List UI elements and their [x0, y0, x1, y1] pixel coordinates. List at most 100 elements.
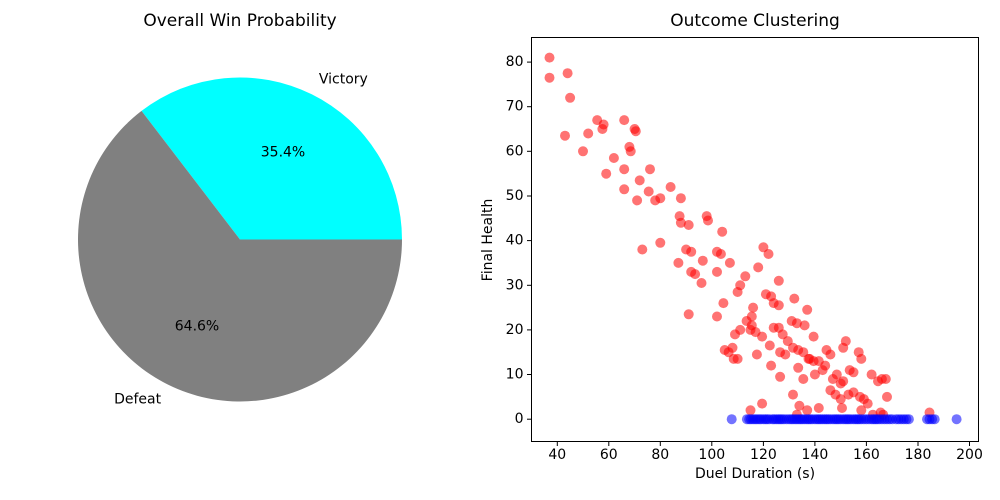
- y-tick-label: 10: [506, 367, 524, 383]
- scatter-axes-box: [531, 37, 979, 442]
- y-tick-label: 30: [506, 277, 524, 293]
- scatter-point-nonzero-final-health: [634, 175, 645, 186]
- scatter-point-nonzero-final-health: [665, 182, 676, 192]
- x-tick-label: 40: [548, 447, 566, 463]
- x-tick-label: 160: [853, 447, 880, 463]
- pie-pct-defeat: 64.6%: [175, 319, 219, 335]
- scatter-point-nonzero-final-health: [675, 217, 686, 228]
- scatter-plot: 40 60 80 100 120 140 160 180 200 0 10 20 30 40 50 60 70 8…: [506, 37, 983, 463]
- scatter-point-nonzero-final-health: [625, 146, 636, 157]
- scatter-point-nonzero-final-health: [764, 340, 775, 351]
- scatter-point-nonzero-final-health: [697, 255, 708, 266]
- scatter-point-nonzero-final-health: [544, 52, 555, 63]
- scatter-point-nonzero-final-health: [838, 342, 849, 353]
- scatter-point-nonzero-final-health: [712, 311, 722, 322]
- scatter-point-nonzero-final-health: [544, 72, 555, 83]
- scatter-point-nonzero-final-health: [817, 365, 828, 376]
- scatter-point-nonzero-final-health: [773, 300, 784, 311]
- scatter-point-nonzero-final-health: [808, 331, 819, 342]
- scatter-point-nonzero-final-health: [598, 119, 609, 130]
- scatter-point-nonzero-final-health: [683, 309, 694, 320]
- scatter-point-nonzero-final-health: [732, 353, 743, 364]
- scatter-point-nonzero-final-health: [703, 215, 713, 226]
- scatter-point-nonzero-final-health: [789, 293, 800, 304]
- scatter-point-nonzero-final-health: [619, 115, 630, 126]
- scatter-point-nonzero-final-health: [565, 92, 576, 103]
- scatter-point-nonzero-final-health: [637, 244, 648, 255]
- scatter-point-nonzero-final-health: [583, 128, 594, 139]
- scatter-point-nonzero-final-health: [601, 168, 612, 179]
- scatter-point-nonzero-final-health: [675, 193, 686, 204]
- x-tick-label: 60: [600, 447, 618, 463]
- x-tick-label: 100: [698, 447, 725, 463]
- pie-label-defeat: Defeat: [114, 391, 162, 407]
- scatter-point-nonzero-final-health: [753, 262, 764, 273]
- scatter-point-nonzero-final-health: [655, 193, 666, 204]
- scatter-point-nonzero-final-health: [788, 389, 798, 400]
- scatter-point-nonzero-final-health: [723, 347, 734, 358]
- scatter-point-nonzero-final-health: [766, 360, 777, 371]
- scatter-point-nonzero-final-health: [802, 304, 813, 315]
- scatter-point-nonzero-final-health: [856, 405, 867, 416]
- pie-chart: Victory 35.4% Defeat 64.6%: [78, 72, 403, 407]
- scatter-point-nonzero-final-health: [690, 269, 701, 280]
- scatter-ticks: 40 60 80 100 120 140 160 180 200 0 10 20 30 40 50 60 70 8…: [506, 54, 983, 463]
- pie-title: Overall Win Probability: [143, 11, 337, 31]
- y-tick-label: 0: [515, 411, 524, 427]
- scatter-point-nonzero-final-health: [724, 257, 735, 268]
- y-tick-label: 50: [506, 188, 524, 204]
- scatter-point-nonzero-final-health: [813, 403, 824, 413]
- scatter-point-nonzero-final-health: [751, 349, 762, 360]
- pie-slice-defeat: [78, 110, 403, 402]
- scatter-point-nonzero-final-health: [712, 266, 722, 277]
- scatter-point-nonzero-final-health: [773, 275, 784, 286]
- scatter-point-nonzero-final-health: [757, 398, 768, 409]
- scatter-point-nonzero-final-health: [837, 403, 847, 413]
- scatter-point-nonzero-final-health: [848, 367, 859, 378]
- x-tick-label: 200: [956, 447, 983, 463]
- scatter-point-nonzero-final-health: [643, 186, 654, 197]
- scatter-y-axis-label: Final Health: [480, 198, 496, 282]
- scatter-title: Outcome Clustering: [670, 11, 840, 31]
- scatter-point-nonzero-final-health: [866, 369, 877, 380]
- scatter-point-nonzero-final-health: [763, 249, 774, 259]
- scatter-point-nonzero-final-health: [746, 311, 757, 322]
- scatter-point-nonzero-final-health: [831, 369, 842, 380]
- scatter-point-nonzero-final-health: [673, 257, 684, 268]
- y-tick-label: 40: [506, 233, 524, 249]
- scatter-point-nonzero-final-health: [809, 369, 820, 380]
- x-tick-label: 180: [905, 447, 932, 463]
- scatter-point-nonzero-final-health: [715, 249, 726, 259]
- scatter-x-axis-label: Duel Duration (s): [694, 466, 816, 482]
- scatter-point-nonzero-final-health: [645, 164, 655, 175]
- scatter-point-nonzero-final-health: [780, 349, 791, 360]
- x-tick-label: 80: [651, 447, 669, 463]
- scatter-point-nonzero-final-health: [793, 362, 804, 373]
- scatter-point-nonzero-final-health: [799, 320, 810, 331]
- scatter-point-nonzero-final-health: [732, 287, 743, 297]
- y-tick-label: 60: [506, 143, 524, 159]
- scatter-point-nonzero-final-health: [808, 356, 819, 367]
- pie-pct-victory: 35.4%: [261, 144, 305, 160]
- scatter-point-nonzero-final-health: [882, 391, 892, 402]
- scatter-point-nonzero-final-health: [835, 378, 846, 389]
- scatter-point-nonzero-final-health: [835, 394, 846, 405]
- scatter-point-nonzero-final-health: [686, 246, 697, 257]
- pie-label-victory: Victory: [319, 72, 368, 88]
- scatter-point-nonzero-final-health: [696, 278, 707, 288]
- pie-slice-victory: [141, 77, 402, 240]
- scatter-point-nonzero-final-health: [862, 398, 873, 409]
- scatter-point-nonzero-final-health: [608, 153, 619, 163]
- scatter-point-nonzero-final-health: [748, 302, 759, 313]
- scatter-point-nonzero-final-health: [880, 374, 891, 384]
- scatter-point-zero-final-health: [903, 414, 914, 425]
- x-tick-label: 120: [750, 447, 777, 463]
- y-tick-label: 20: [506, 322, 524, 338]
- scatter-point-nonzero-final-health: [802, 405, 813, 416]
- scatter-point-nonzero-final-health: [856, 353, 867, 364]
- scatter-point-nonzero-final-health: [718, 298, 729, 309]
- scatter-points: [544, 52, 962, 425]
- scatter-point-nonzero-final-health: [745, 405, 756, 416]
- scatter-point-nonzero-final-health: [873, 376, 883, 387]
- scatter-point-nonzero-final-health: [655, 237, 666, 248]
